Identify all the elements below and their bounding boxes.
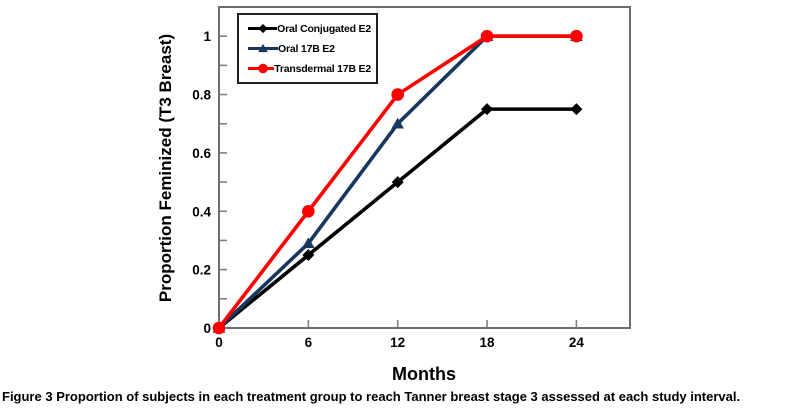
legend-triangle-marker-icon: [248, 43, 278, 53]
legend-diamond-marker-icon: [248, 23, 278, 34]
legend-item-0: Oral Conjugated E2: [248, 22, 371, 35]
x-tick-label: 24: [569, 335, 585, 350]
x-tick-label: 0: [215, 335, 223, 350]
figure-caption-text: Proportion of subjects in each treatment…: [56, 389, 741, 404]
x-tick-label: 6: [305, 335, 313, 350]
legend-circle-marker-icon: [248, 63, 275, 74]
x-tick-label: 12: [390, 335, 405, 350]
x-axis-title: Months: [392, 364, 456, 384]
legend-item-2: Transdermal 17B E2: [248, 62, 371, 75]
legend-label: Oral 17B E2: [278, 42, 335, 55]
y-tick-label: 0.6: [192, 146, 211, 161]
figure-caption: Figure 3 Proportion of subjects in each …: [2, 389, 782, 404]
circle-marker: [212, 321, 226, 335]
legend-label: Oral Conjugated E2: [277, 22, 371, 35]
circle-marker: [302, 204, 315, 218]
y-tick-label: 0.2: [192, 263, 211, 278]
legend-item-1: Oral 17B E2: [248, 42, 371, 55]
y-tick-label: 0: [203, 321, 211, 336]
diamond-marker: [391, 176, 404, 189]
circle-marker: [480, 29, 494, 43]
plot-border: [218, 6, 631, 329]
diamond-marker: [258, 23, 268, 34]
triangle-marker: [302, 237, 315, 249]
figure-caption-label: Figure 3: [2, 389, 53, 404]
legend-label: Transdermal 17B E2: [274, 62, 371, 75]
x-tick-label: 18: [480, 335, 496, 350]
y-tick-label: 0.8: [192, 88, 211, 103]
series-line-0: [217, 107, 577, 330]
y-axis-title: Proportion Feminized (T3 Breast): [156, 34, 175, 302]
line-chart: 0 0.2 0.4 0.6 0.8 1 0 6 12 18 24 Proportion Femini…: [156, 6, 631, 384]
triangle-marker: [391, 117, 404, 129]
circle-marker: [391, 88, 404, 101]
triangle-marker: [258, 43, 268, 53]
y-tick-label: 1: [203, 29, 211, 44]
diamond-marker: [570, 103, 583, 116]
chart-legend: Oral Conjugated E2 Oral 17B E2 Transdermal…: [237, 13, 378, 84]
circle-marker: [570, 29, 583, 43]
diamond-marker: [481, 103, 494, 116]
circle-marker: [258, 63, 268, 74]
plot-area: 0 0.2 0.4 0.6 0.8 1 0 6 12 18 24: [192, 6, 631, 350]
diamond-marker: [302, 249, 315, 262]
y-tick-label: 0.4: [192, 204, 211, 219]
